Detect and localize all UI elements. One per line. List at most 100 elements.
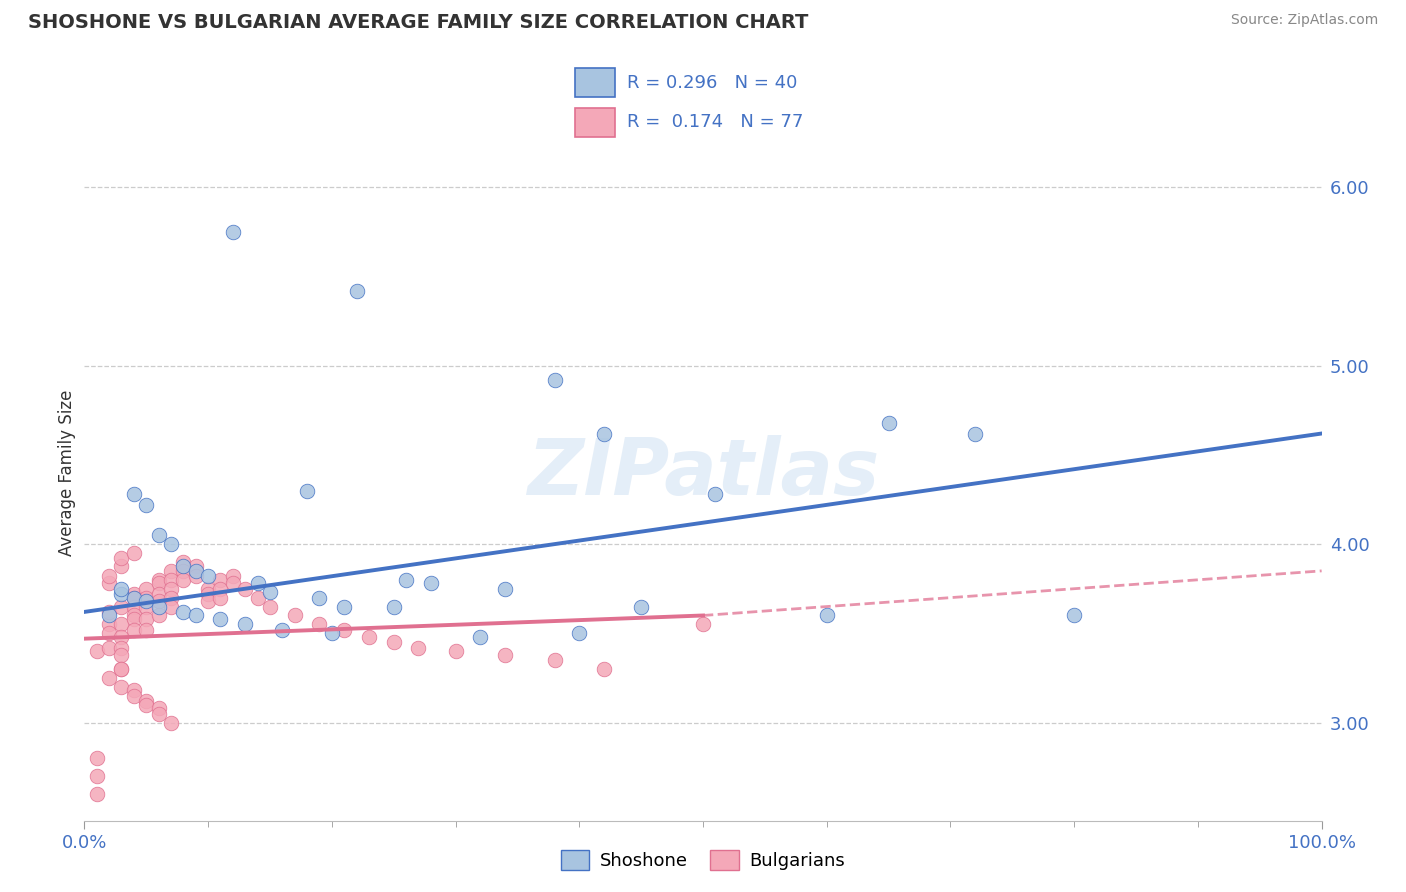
Point: [308, 617, 330, 632]
Point: [86, 787, 108, 801]
Point: [321, 626, 343, 640]
Point: [494, 582, 516, 596]
Point: [209, 612, 232, 626]
Point: [86, 769, 108, 783]
Point: [197, 587, 219, 601]
Point: [86, 751, 108, 765]
Point: [148, 587, 170, 601]
Point: [110, 587, 132, 601]
Point: [122, 487, 145, 501]
Point: [357, 630, 380, 644]
Point: [295, 483, 318, 498]
Point: [593, 662, 616, 676]
Point: [135, 591, 157, 605]
Point: [148, 594, 170, 608]
Point: [160, 715, 183, 730]
Point: [209, 591, 232, 605]
Point: [246, 591, 269, 605]
Point: [148, 573, 170, 587]
Point: [110, 558, 132, 573]
Point: [172, 555, 194, 569]
FancyBboxPatch shape: [575, 108, 614, 137]
Point: [148, 701, 170, 715]
Point: [494, 648, 516, 662]
Point: [135, 498, 157, 512]
Text: ZIPatlas: ZIPatlas: [527, 434, 879, 511]
Point: [98, 617, 121, 632]
Point: [110, 551, 132, 566]
Point: [148, 706, 170, 721]
Point: [98, 569, 121, 583]
Point: [593, 426, 616, 441]
Point: [543, 373, 565, 387]
Point: [692, 617, 714, 632]
Point: [122, 689, 145, 703]
Point: [704, 487, 727, 501]
Point: [110, 662, 132, 676]
Point: [110, 640, 132, 655]
Point: [122, 608, 145, 623]
Point: [233, 617, 256, 632]
Point: [246, 576, 269, 591]
Point: [122, 591, 145, 605]
Point: [135, 594, 157, 608]
Point: [110, 630, 132, 644]
Point: [382, 635, 405, 649]
Point: [148, 528, 170, 542]
Text: Source: ZipAtlas.com: Source: ZipAtlas.com: [1230, 13, 1378, 28]
Point: [172, 564, 194, 578]
Point: [222, 569, 245, 583]
Point: [222, 576, 245, 591]
Point: [148, 576, 170, 591]
Point: [86, 644, 108, 658]
Point: [110, 648, 132, 662]
Point: [135, 612, 157, 626]
Point: [395, 573, 418, 587]
Point: [122, 612, 145, 626]
Point: [98, 576, 121, 591]
Point: [209, 582, 232, 596]
Point: [184, 569, 207, 583]
Point: [160, 564, 183, 578]
Point: [160, 573, 183, 587]
Point: [197, 594, 219, 608]
Point: [444, 644, 467, 658]
Point: [135, 694, 157, 708]
Point: [135, 582, 157, 596]
Point: [122, 546, 145, 560]
Point: [382, 599, 405, 614]
Point: [135, 599, 157, 614]
Text: R =  0.174   N = 77: R = 0.174 N = 77: [627, 113, 804, 131]
Point: [122, 599, 145, 614]
Point: [148, 599, 170, 614]
Point: [222, 225, 245, 239]
Point: [110, 662, 132, 676]
Point: [184, 564, 207, 578]
Point: [630, 599, 652, 614]
Point: [160, 599, 183, 614]
Point: [135, 623, 157, 637]
Point: [110, 582, 132, 596]
Point: [568, 626, 591, 640]
Point: [333, 623, 356, 637]
Point: [209, 573, 232, 587]
Point: [259, 599, 281, 614]
Point: [110, 599, 132, 614]
Point: [98, 626, 121, 640]
Point: [98, 671, 121, 685]
Point: [470, 630, 492, 644]
Point: [122, 623, 145, 637]
Text: R = 0.296   N = 40: R = 0.296 N = 40: [627, 73, 797, 92]
Point: [122, 587, 145, 601]
Point: [877, 416, 900, 430]
Point: [172, 573, 194, 587]
Point: [184, 558, 207, 573]
Point: [160, 537, 183, 551]
FancyBboxPatch shape: [575, 68, 614, 97]
Point: [333, 599, 356, 614]
Point: [346, 284, 368, 298]
Point: [160, 591, 183, 605]
Point: [259, 585, 281, 599]
Point: [110, 617, 132, 632]
Point: [408, 640, 430, 655]
